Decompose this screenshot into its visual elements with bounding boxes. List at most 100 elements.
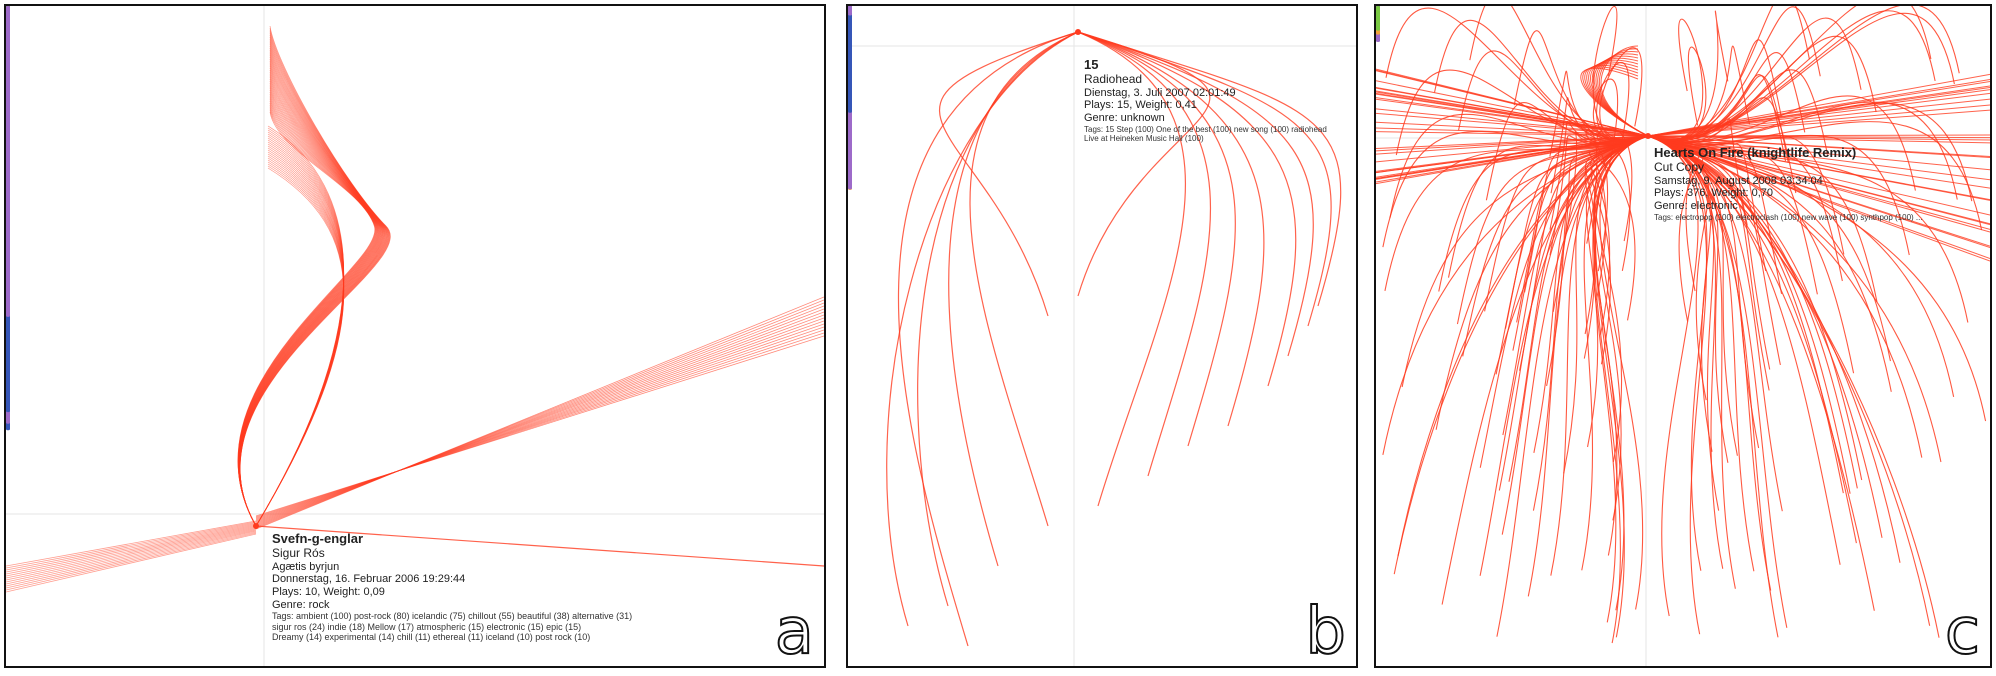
panel-a[interactable]: Svefn-g-englar Sigur Rós Agætis byrjun D…: [4, 4, 826, 668]
listening-history-plot-b[interactable]: [848, 6, 1356, 666]
listening-edge: [1376, 92, 1649, 137]
track-plays: Plays: 10, Weight: 0,09: [272, 586, 385, 599]
listening-edge: [1647, 18, 1704, 141]
track-tags-line: Live at Heineken Music Hall (100): [1084, 133, 1204, 143]
listening-edge: [239, 36, 389, 527]
listening-edge: [1376, 86, 1649, 137]
listening-history-plot-a[interactable]: [6, 6, 824, 666]
listening-edge: [1382, 135, 1649, 456]
panel-letter: b: [1304, 595, 1347, 668]
listening-edge: [6, 528, 257, 583]
listening-edge: [1647, 78, 1990, 137]
listening-edge: [897, 31, 1079, 647]
listening-edge: [238, 98, 378, 527]
play-event-column: [1376, 6, 1380, 31]
play-event-column: [6, 6, 10, 298]
listening-edge: [6, 532, 257, 591]
listening-edge: [1376, 112, 1649, 137]
listening-edge: [1077, 31, 1265, 427]
panel-letter: a: [774, 595, 815, 668]
listening-edge: [1077, 31, 1211, 477]
listening-edge: [1647, 135, 1990, 233]
listening-edge: [1647, 12, 1955, 141]
listening-edge: [1647, 135, 1844, 494]
track-info-c: Hearts On Fire (knightlife Remix) Cut Co…: [1654, 145, 1923, 222]
listening-edge: [1376, 135, 1649, 174]
listening-edge: [1647, 85, 1990, 137]
listening-edge: [1647, 135, 1770, 391]
listening-edge: [1647, 135, 1857, 544]
listening-edge: [6, 530, 257, 587]
listening-edge: [1647, 135, 1699, 617]
listening-edge: [1647, 104, 1990, 137]
listening-edge: [239, 45, 387, 527]
listening-edge: [1376, 80, 1649, 137]
panel-c[interactable]: Hearts On Fire (knightlife Remix) Cut Co…: [1374, 4, 1992, 668]
listening-edge: [1647, 46, 1707, 141]
track-date: Donnerstag, 16. Februar 2006 19:29:44: [272, 573, 466, 586]
listening-edge: [1647, 135, 1724, 569]
listening-edge: [1462, 135, 1649, 357]
listening-edge: [255, 525, 824, 567]
listening-edge: [1647, 135, 1990, 216]
listening-edge: [1647, 135, 1990, 189]
track-genre: Genre: unknown: [1084, 112, 1165, 125]
track-info-a: Svefn-g-englar Sigur Rós Agætis byrjun D…: [272, 531, 632, 642]
listening-edge: [1580, 67, 1649, 137]
listening-edge: [1077, 31, 1211, 297]
listening-edge: [1647, 35, 1877, 141]
listening-edge: [1647, 135, 1990, 158]
listening-edge: [6, 523, 257, 573]
track-date: Samstag, 9. August 2008 03:34:04: [1654, 174, 1823, 187]
listening-edge: [238, 80, 381, 527]
track-title: Hearts On Fire (knightlife Remix): [1654, 145, 1857, 160]
track-tags-line: sigur ros (24) indie (18) Mellow (17) at…: [272, 621, 582, 632]
listening-edge: [239, 32, 390, 527]
listening-edge: [1376, 121, 1649, 137]
listening-edge: [239, 41, 388, 527]
track-tags-line: Tags: 15 Step (100) One of the best (100…: [1084, 124, 1327, 134]
listening-edge: [1376, 135, 1649, 155]
listening-edge: [1077, 31, 1236, 447]
listening-edge: [1585, 135, 1649, 448]
listening-edge: [6, 525, 257, 577]
listening-edge: [1077, 31, 1342, 307]
listening-edge: [1647, 109, 1990, 137]
listening-edge: [1647, 10, 1936, 141]
listening-edge: [255, 296, 824, 530]
listening-edge: [239, 39, 388, 527]
listening-edge: [969, 31, 1079, 527]
listening-edge: [238, 94, 379, 527]
listening-edge: [238, 72, 382, 527]
track-tags-line: Tags: electropop (100) electroclash (100…: [1654, 212, 1923, 222]
listening-edge: [1647, 6, 1810, 140]
listening-edge: [1077, 31, 1297, 387]
track-title: 15: [1084, 57, 1099, 72]
track-info-b: 15 Radiohead Dienstag, 3. Juli 2007 02:0…: [1084, 57, 1327, 143]
listening-edge: [1647, 98, 1990, 137]
track-genre: Genre: electronic: [1654, 200, 1738, 213]
listening-edge: [1647, 135, 1990, 141]
listening-edge: [1501, 135, 1649, 535]
play-event-column: [848, 6, 852, 14]
listening-edge: [1647, 135, 1708, 571]
listening-edge: [1376, 135, 1649, 185]
listening-edge: [1376, 135, 1649, 180]
listening-edge: [1546, 135, 1649, 387]
listening-history-plot-c[interactable]: [1376, 6, 1990, 666]
listening-edge: [1479, 135, 1649, 576]
play-event-column: [848, 6, 852, 111]
listening-edge: [1647, 135, 1841, 565]
listening-edge: [239, 47, 387, 527]
listening-edge: [1376, 127, 1649, 137]
selected-play-marker: [1075, 29, 1081, 35]
selected-play-marker: [1645, 133, 1651, 139]
listening-edge: [1647, 135, 1990, 249]
panel-b[interactable]: 15 Radiohead Dienstag, 3. Juli 2007 02:0…: [846, 4, 1358, 668]
selected-play-marker: [253, 523, 259, 529]
listening-edge: [1647, 135, 1990, 171]
track-plays: Plays: 15, Weight: 0,41: [1084, 99, 1197, 112]
listening-edge: [6, 531, 257, 589]
listening-edge: [1376, 97, 1649, 137]
listening-edge: [1647, 135, 1990, 262]
